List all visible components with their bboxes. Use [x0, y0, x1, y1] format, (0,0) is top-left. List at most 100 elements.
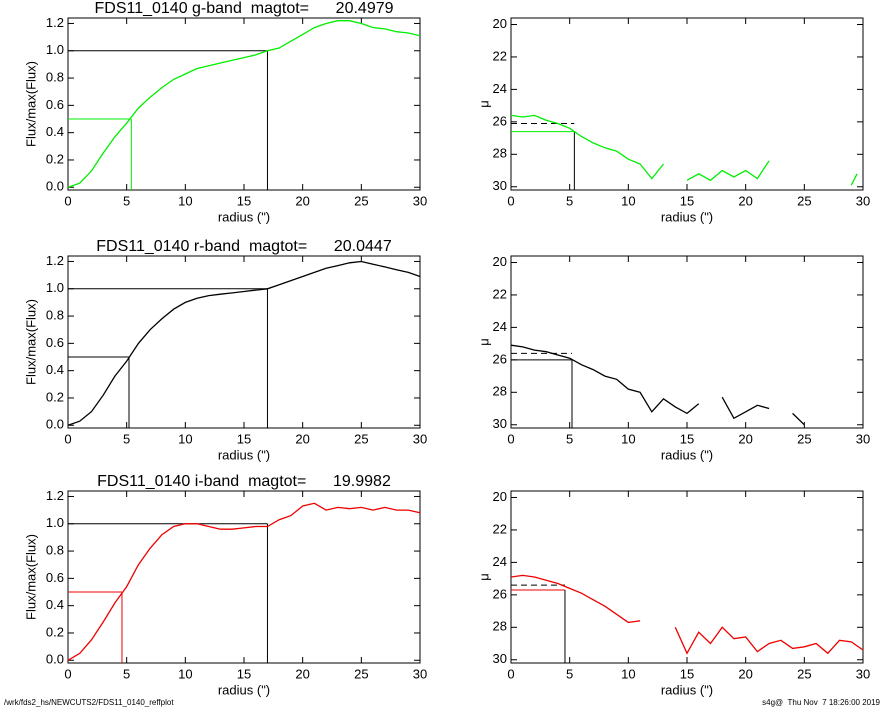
y-tick-label: 28 [493, 384, 507, 399]
y-tick-label: 0.2 [46, 151, 64, 166]
x-axis-label: radius (") [661, 447, 713, 462]
y-tick-label: 30 [493, 651, 507, 666]
x-tick-label: 5 [123, 666, 130, 681]
y-tick-label: 0.0 [46, 417, 64, 432]
y-tick-label: 0.4 [46, 362, 64, 377]
x-tick-label: 10 [178, 193, 192, 208]
y-tick-label: 0.2 [46, 389, 64, 404]
y-axis-label: μ [476, 100, 491, 108]
x-tick-label: 25 [797, 193, 811, 208]
x-tick-label: 25 [354, 431, 368, 446]
x-tick-label: 10 [621, 666, 635, 681]
x-tick-label: 0 [507, 193, 514, 208]
x-tick-label: 30 [856, 193, 870, 208]
plot-frame [67, 490, 421, 664]
y-tick-label: 24 [493, 81, 507, 96]
y-axis-label: Flux/max(Flux) [23, 61, 38, 147]
profile-line [67, 502, 421, 661]
profile-line [510, 344, 805, 426]
x-tick-label: 15 [237, 431, 251, 446]
x-tick-label: 15 [680, 193, 694, 208]
profile-line [510, 574, 864, 655]
x-axis-label: radius (") [661, 209, 713, 224]
x-tick-label: 10 [178, 666, 192, 681]
y-tick-label: 26 [493, 586, 507, 601]
plot-frame [510, 490, 864, 664]
x-tick-label: 20 [738, 431, 752, 446]
y-tick-label: 1.0 [46, 515, 64, 530]
y-tick-label: 1.2 [46, 15, 64, 30]
y-tick-label: 22 [493, 48, 507, 63]
y-tick-label: 0.8 [46, 70, 64, 85]
x-tick-label: 30 [413, 193, 427, 208]
y-axis-label: Flux/max(Flux) [23, 299, 38, 385]
chart-title: FDS11_0140 r-band magtot= 20.0447 [96, 238, 392, 255]
y-tick-label: 0.8 [46, 543, 64, 558]
y-tick-label: 22 [493, 286, 507, 301]
x-tick-label: 0 [507, 666, 514, 681]
y-tick-label: 20 [493, 16, 507, 31]
x-tick-label: 5 [123, 431, 130, 446]
profile-line [67, 260, 421, 426]
y-tick-label: 0.0 [46, 179, 64, 194]
y-tick-label: 22 [493, 521, 507, 536]
y-tick-label: 0.4 [46, 124, 64, 139]
chart-title: FDS11_0140 i-band magtot= 19.9982 [97, 473, 391, 490]
y-tick-label: 0.6 [46, 570, 64, 585]
y-tick-label: 1.2 [46, 253, 64, 268]
y-tick-label: 1.0 [46, 280, 64, 295]
x-tick-label: 30 [856, 666, 870, 681]
y-tick-label: 24 [493, 319, 507, 334]
y-tick-label: 0.2 [46, 624, 64, 639]
chart-title: FDS11_0140 g-band magtot= 20.4979 [94, 0, 393, 17]
y-tick-label: 30 [493, 416, 507, 431]
y-tick-label: 0.6 [46, 97, 64, 112]
x-tick-label: 5 [123, 193, 130, 208]
x-tick-label: 30 [413, 666, 427, 681]
x-axis-label: radius (") [218, 209, 270, 224]
plot-frame [67, 17, 421, 191]
footer-path: /wrk/fds2_hs/NEWCUTS2/FDS11_0140_reffplo… [4, 698, 174, 707]
x-tick-label: 10 [621, 431, 635, 446]
x-tick-label: 20 [295, 666, 309, 681]
x-tick-label: 25 [797, 431, 811, 446]
x-tick-label: 20 [738, 666, 752, 681]
y-tick-label: 20 [493, 254, 507, 269]
x-tick-label: 0 [64, 666, 71, 681]
y-tick-label: 0.6 [46, 335, 64, 350]
x-tick-label: 15 [680, 431, 694, 446]
x-tick-label: 0 [64, 431, 71, 446]
y-tick-label: 1.0 [46, 42, 64, 57]
plot-frame [510, 17, 864, 191]
x-tick-label: 5 [566, 666, 573, 681]
y-tick-label: 0.0 [46, 652, 64, 667]
x-tick-label: 0 [64, 193, 71, 208]
x-tick-label: 25 [354, 666, 368, 681]
y-axis-label: μ [476, 573, 491, 581]
x-tick-label: 5 [566, 193, 573, 208]
x-tick-label: 15 [237, 193, 251, 208]
x-tick-label: 20 [295, 193, 309, 208]
x-tick-label: 15 [237, 666, 251, 681]
x-tick-label: 30 [413, 431, 427, 446]
y-tick-label: 26 [493, 113, 507, 128]
y-tick-label: 26 [493, 351, 507, 366]
x-tick-label: 10 [178, 431, 192, 446]
x-axis-label: radius (") [218, 447, 270, 462]
x-tick-label: 5 [566, 431, 573, 446]
y-tick-label: 30 [493, 178, 507, 193]
y-tick-label: 24 [493, 554, 507, 569]
x-tick-label: 25 [797, 666, 811, 681]
y-axis-label: μ [476, 338, 491, 346]
plot-frame [67, 255, 421, 429]
x-tick-label: 0 [507, 431, 514, 446]
footer-date: s4g@ Thu Nov 7 18:26:00 2019 [762, 698, 880, 707]
y-tick-label: 28 [493, 619, 507, 634]
y-tick-label: 0.4 [46, 597, 64, 612]
y-tick-label: 28 [493, 146, 507, 161]
plot-frame [510, 255, 864, 429]
y-tick-label: 1.2 [46, 488, 64, 503]
x-tick-label: 10 [621, 193, 635, 208]
x-tick-label: 30 [856, 431, 870, 446]
